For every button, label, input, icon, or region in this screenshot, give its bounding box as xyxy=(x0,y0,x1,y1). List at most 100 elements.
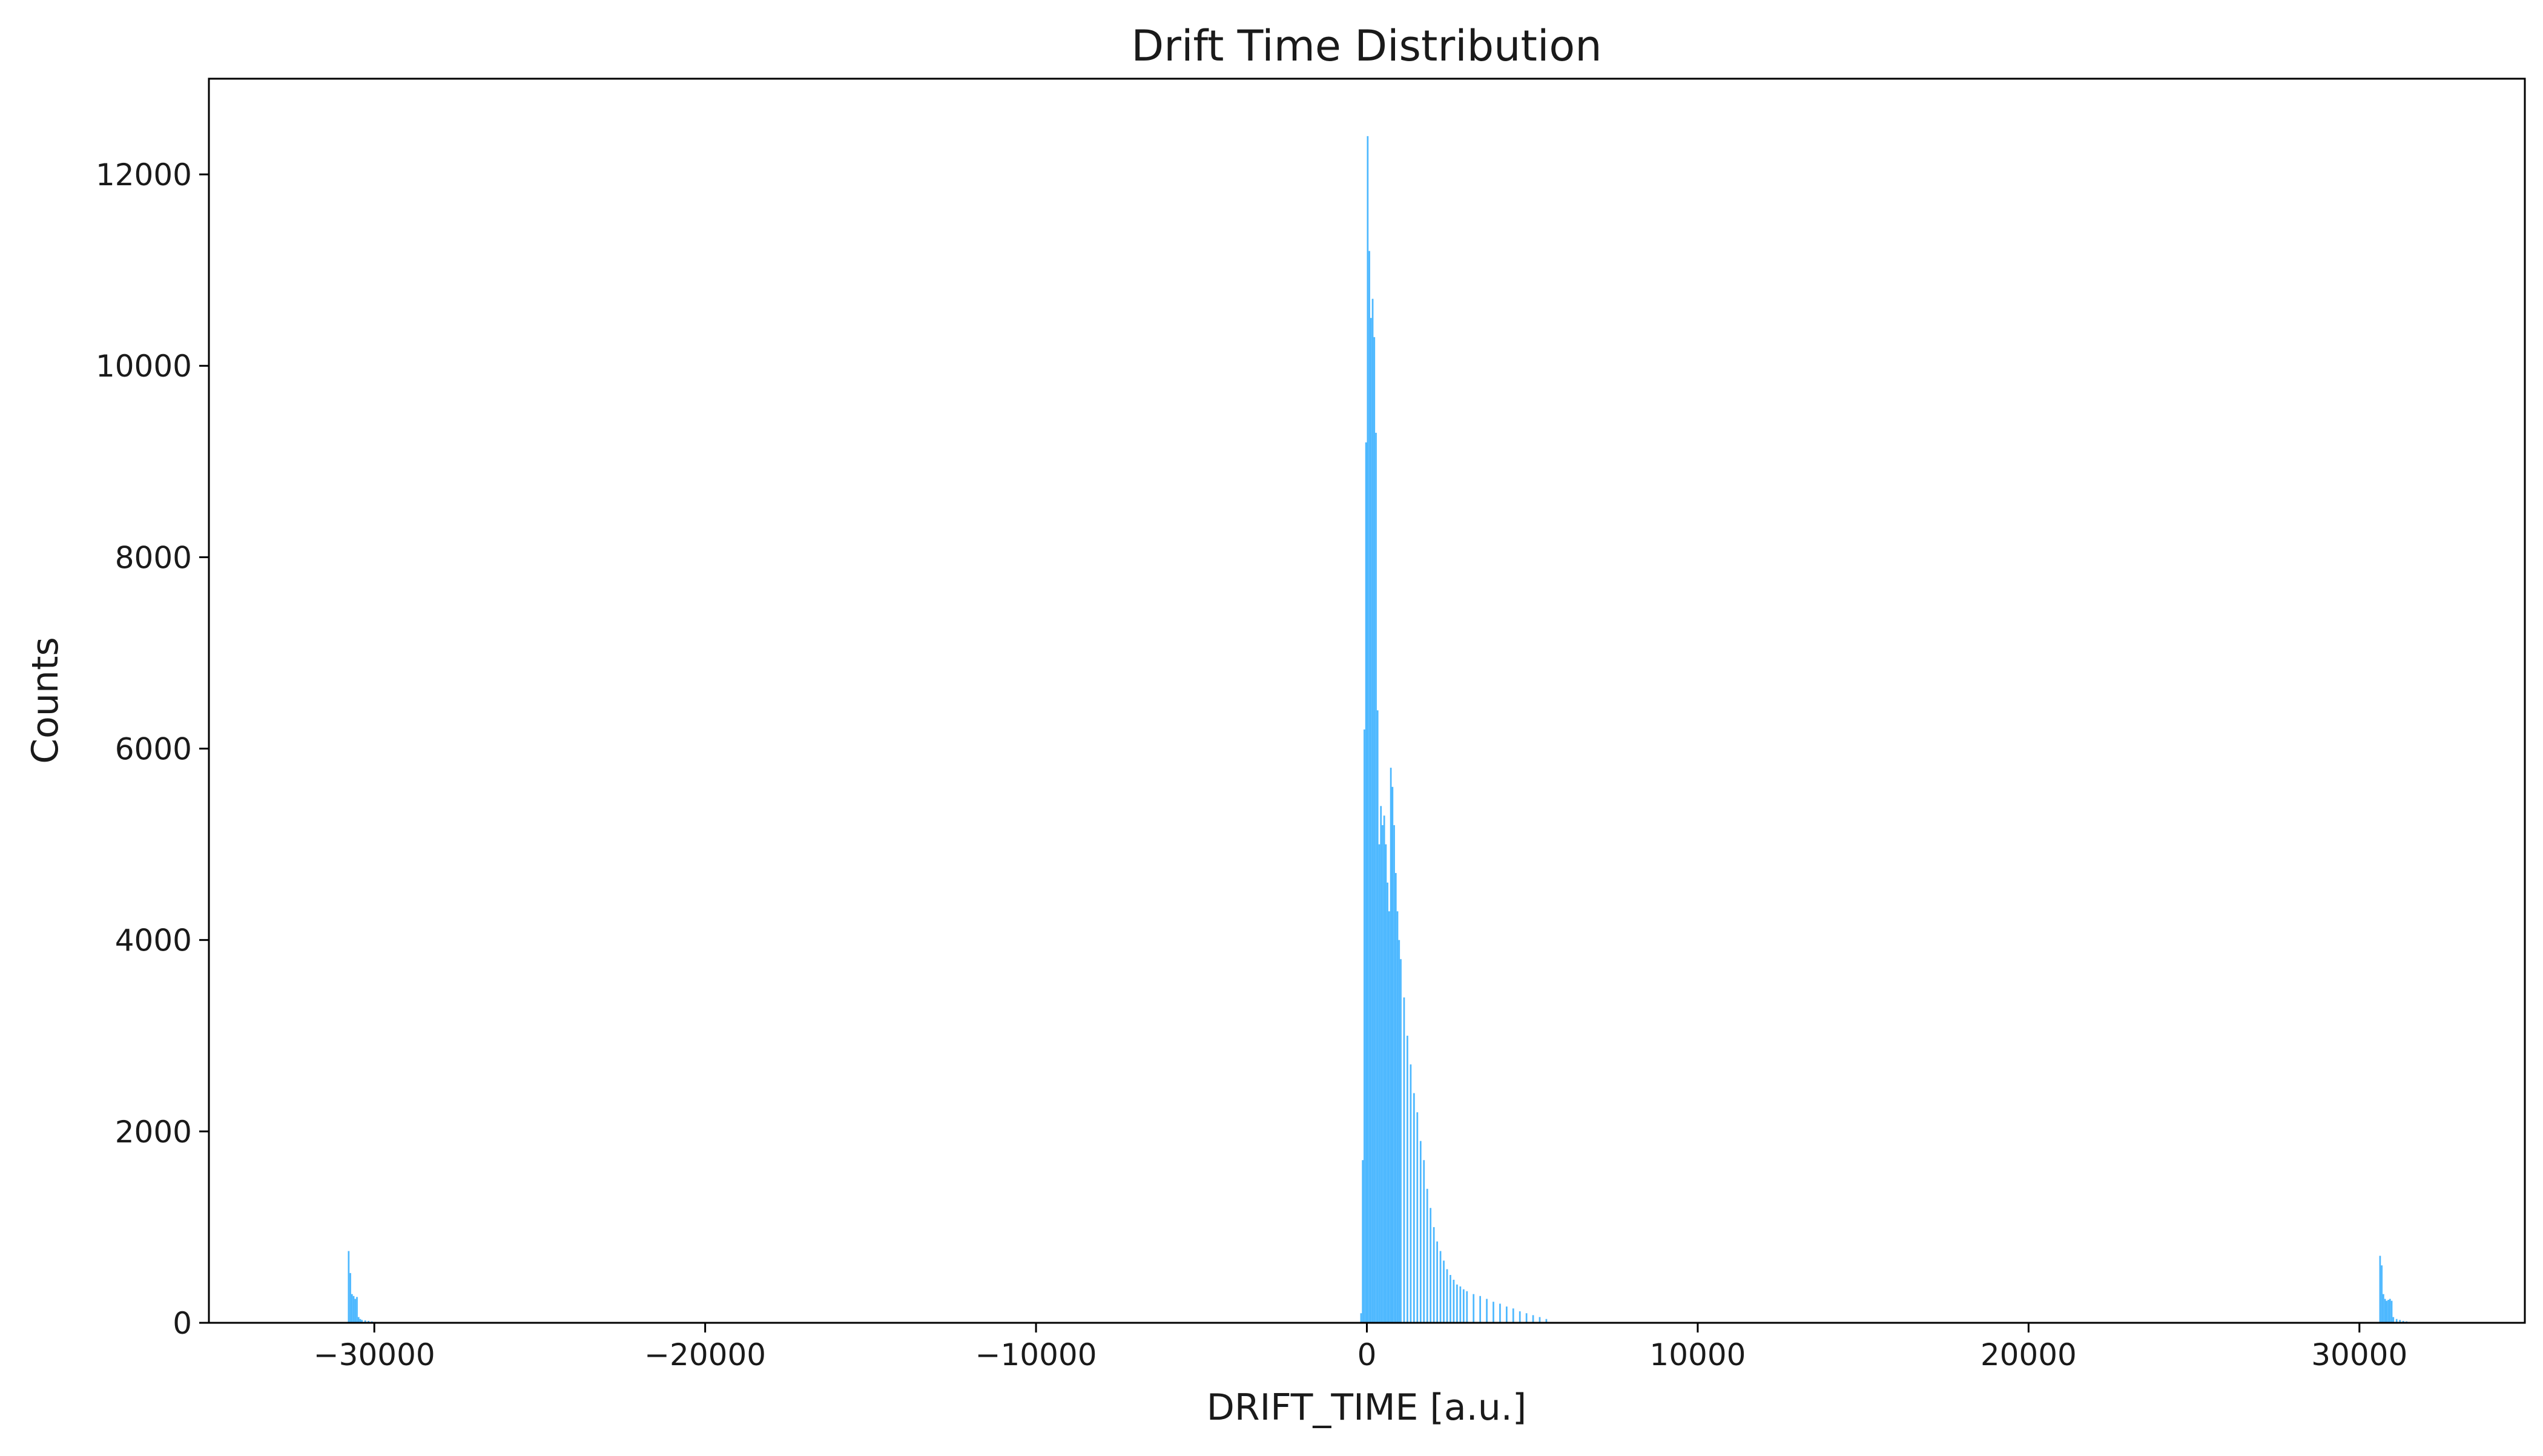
histogram-bar xyxy=(1370,318,1372,1323)
x-tick-label: −10000 xyxy=(975,1337,1097,1372)
histogram-bar xyxy=(2387,1300,2389,1323)
histogram-bar xyxy=(1532,1315,1534,1323)
histogram-bar xyxy=(1433,1227,1435,1323)
histogram-bar xyxy=(357,1317,360,1323)
y-tick-label: 12000 xyxy=(96,157,192,193)
histogram-bar xyxy=(2390,1300,2393,1323)
histogram-bar xyxy=(2402,1320,2404,1323)
histogram-bar xyxy=(1459,1286,1462,1323)
x-tick-label: 0 xyxy=(1357,1337,1377,1372)
histogram-bar xyxy=(2386,1300,2388,1323)
histogram-bar xyxy=(2392,1317,2395,1323)
y-tick-label: 8000 xyxy=(115,540,192,575)
y-tick-label: 10000 xyxy=(96,349,192,384)
histogram-bar xyxy=(1362,1160,1364,1323)
x-tick-label: 10000 xyxy=(1649,1337,1746,1372)
x-tick-label: −30000 xyxy=(314,1337,435,1372)
histogram-bar xyxy=(1391,786,1394,1323)
histogram-bar xyxy=(1394,873,1397,1323)
histogram-bar xyxy=(1426,1188,1428,1323)
histogram-bar xyxy=(1450,1274,1451,1323)
x-tick-label: 30000 xyxy=(2311,1337,2407,1372)
histogram-bar xyxy=(1382,825,1384,1323)
histogram-bar xyxy=(2399,1320,2401,1323)
histogram-bar xyxy=(1410,1064,1412,1323)
histogram-bar xyxy=(2379,1256,2381,1323)
histogram-bar xyxy=(2381,1265,2383,1323)
histogram-bar xyxy=(1499,1303,1501,1323)
histogram-bar xyxy=(1466,1291,1468,1323)
histogram-bar xyxy=(354,1299,357,1323)
histogram-bar xyxy=(1365,442,1367,1323)
histogram-bar xyxy=(1387,882,1389,1323)
histogram-bar xyxy=(1456,1284,1458,1323)
histogram-bar xyxy=(1453,1279,1455,1323)
x-tick-label: −20000 xyxy=(644,1337,766,1372)
y-tick-label: 2000 xyxy=(115,1115,192,1150)
histogram-bar xyxy=(1368,251,1370,1323)
histogram-bar xyxy=(1375,432,1377,1323)
histogram-bar xyxy=(348,1251,350,1323)
histogram-bar xyxy=(1479,1296,1482,1323)
histogram-bar xyxy=(1413,1093,1415,1323)
histogram-bar xyxy=(2383,1294,2384,1323)
histogram-bar xyxy=(1519,1311,1521,1323)
chart-title: Drift Time Distribution xyxy=(1131,21,1601,71)
bars-layer xyxy=(348,136,2414,1323)
histogram-bar xyxy=(2389,1299,2391,1323)
histogram-bar xyxy=(2384,1299,2386,1323)
histogram-bar xyxy=(1506,1306,1508,1323)
histogram-bar xyxy=(356,1297,358,1323)
histogram-bar xyxy=(1423,1160,1425,1323)
y-tick-label: 0 xyxy=(173,1306,192,1341)
histogram-bar xyxy=(1512,1308,1514,1323)
histogram-bar xyxy=(1539,1317,1541,1323)
x-axis-ticks: −30000 −20000 −10000 0 10000 20000 30000 xyxy=(314,1323,2407,1372)
histogram-bar xyxy=(1390,768,1392,1323)
histogram-bar xyxy=(1385,844,1387,1323)
histogram-bar xyxy=(1443,1260,1445,1323)
histogram-bar xyxy=(1380,806,1382,1323)
y-tick-label: 6000 xyxy=(115,732,192,767)
histogram-bar xyxy=(1400,959,1402,1323)
histogram-bar xyxy=(1492,1302,1494,1323)
histogram-bar xyxy=(1398,940,1400,1323)
y-tick-label: 4000 xyxy=(115,923,192,958)
histogram-bar xyxy=(1367,136,1369,1323)
histogram-bar xyxy=(1430,1208,1432,1323)
histogram-bar xyxy=(361,1320,363,1323)
x-axis-label: DRIFT_TIME [a.u.] xyxy=(1207,1386,1527,1429)
y-axis-ticks: 0 2000 4000 6000 8000 10000 12000 xyxy=(96,157,209,1341)
histogram-bar xyxy=(2395,1319,2398,1323)
y-axis-label: Counts xyxy=(24,637,67,763)
histogram-bar xyxy=(1446,1269,1448,1323)
histogram-bar xyxy=(1525,1313,1528,1323)
histogram-bar xyxy=(1376,710,1379,1323)
histogram-bar xyxy=(1378,844,1380,1323)
histogram-bar xyxy=(1416,1112,1419,1323)
histogram-bar xyxy=(1360,1313,1362,1323)
histogram-bar xyxy=(1473,1294,1475,1323)
histogram-bar xyxy=(1439,1251,1442,1323)
histogram-bar xyxy=(1364,729,1365,1323)
histogram-bar xyxy=(1436,1241,1438,1323)
x-tick-label: 20000 xyxy=(1981,1337,2077,1372)
histogram-bar xyxy=(1373,337,1376,1323)
histogram-bar xyxy=(1545,1319,1548,1323)
histogram-bar xyxy=(1396,911,1399,1323)
histogram-bar xyxy=(364,1320,366,1323)
histogram-bar xyxy=(352,1296,355,1323)
histogram-bar xyxy=(1371,298,1374,1323)
histogram-bar xyxy=(1383,815,1385,1323)
histogram-bar xyxy=(1403,997,1405,1323)
histogram-bar xyxy=(368,1320,370,1323)
histogram-bar xyxy=(1462,1289,1465,1323)
histogram-bar xyxy=(359,1319,361,1323)
histogram-bar xyxy=(1393,825,1395,1323)
histogram-bar xyxy=(351,1294,353,1323)
histogram-bar xyxy=(1388,911,1390,1323)
histogram-bar xyxy=(1419,1141,1422,1323)
histogram-bar xyxy=(349,1273,351,1323)
